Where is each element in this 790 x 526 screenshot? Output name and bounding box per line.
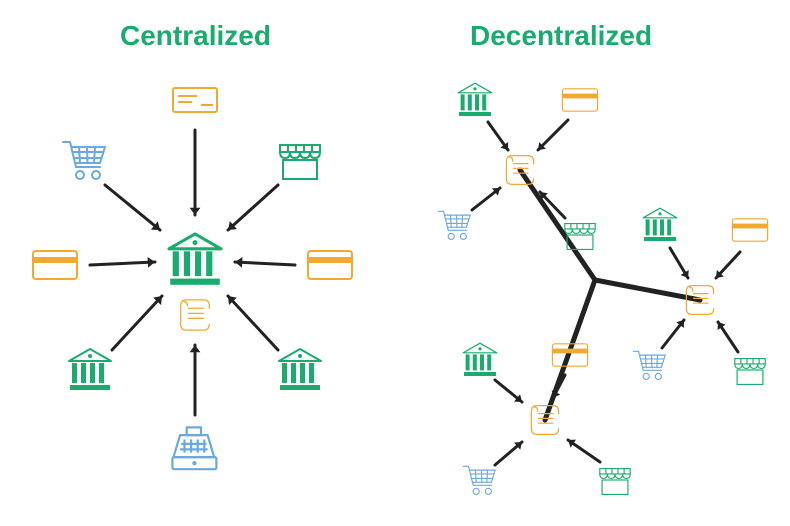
cluster0-ledger-icon — [500, 150, 540, 190]
cluster0-bank-icon — [455, 80, 495, 120]
cluster1-cart-icon — [631, 346, 669, 384]
cluster1-bank-icon — [640, 205, 680, 245]
cluster2-store-icon — [596, 461, 634, 499]
cluster2-cart-icon — [461, 461, 499, 499]
cluster0-cart-icon — [436, 206, 474, 244]
cluster0-store-icon — [561, 216, 599, 254]
connector-layer — [0, 0, 790, 526]
cluster1-store-icon — [731, 351, 769, 389]
cluster1-card-icon — [730, 210, 770, 250]
cluster2-card-icon — [550, 335, 590, 375]
diagram-root: Centralized Decentralized — [0, 0, 790, 526]
cluster0-card-icon — [560, 80, 600, 120]
cluster2-bank-icon — [460, 340, 500, 380]
cluster2-ledger-icon — [525, 400, 565, 440]
cluster1-ledger-icon — [680, 280, 720, 320]
